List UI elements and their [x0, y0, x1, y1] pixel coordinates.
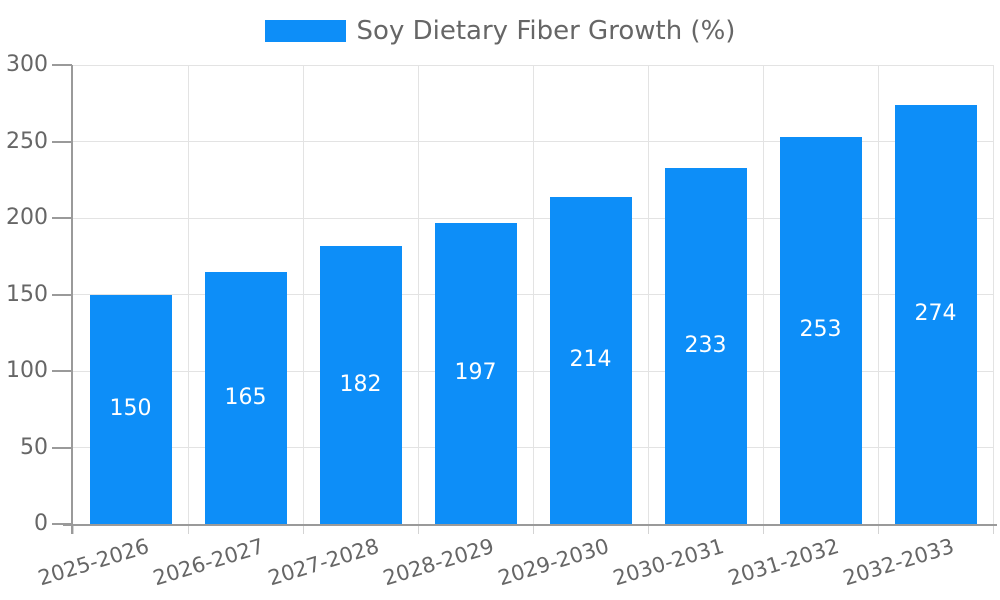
y-tick-label: 200: [6, 205, 48, 230]
bar: [89, 294, 172, 524]
y-axis-tick: [52, 140, 72, 143]
y-axis-tick: [52, 523, 72, 525]
x-tick-label: 2027-2028: [265, 533, 382, 591]
bar-value-label: 214: [569, 347, 612, 373]
bar-value-label: 253: [799, 317, 842, 343]
x-axis-tick: [72, 524, 74, 534]
x-axis-tick: [762, 524, 764, 534]
bar: [434, 222, 517, 524]
x-tick-label: 2026-2027: [150, 533, 267, 591]
bar: [204, 271, 287, 524]
y-tick-label: 250: [6, 128, 48, 154]
y-tick-label: 150: [6, 281, 48, 307]
bar-value-label: 197: [454, 360, 497, 386]
y-tick-label: 50: [20, 434, 48, 460]
y-tick-label: 0: [34, 511, 48, 536]
x-axis-tick: [532, 524, 534, 534]
bar: [779, 136, 862, 524]
x-tick-label: 2031-2032: [725, 533, 842, 591]
y-tick-label: 100: [6, 358, 48, 383]
x-axis-tick: [647, 524, 649, 534]
x-tick-label: 2028-2029: [380, 533, 497, 591]
gridline-vertical: [762, 65, 764, 524]
x-tick-label: 2029-2030: [495, 533, 612, 591]
bar-value-label: 150: [109, 396, 152, 422]
bar: [894, 104, 977, 524]
x-axis-line: [63, 524, 997, 526]
y-axis-line: [71, 65, 73, 534]
gridline-vertical: [877, 65, 879, 524]
y-tick-label: 300: [6, 52, 48, 77]
x-axis-tick: [302, 524, 304, 534]
gridline-vertical: [647, 65, 649, 524]
y-axis-tick: [52, 64, 72, 66]
bar: [549, 196, 632, 524]
x-axis-tick: [877, 524, 879, 534]
bar: [319, 245, 402, 524]
gridline-vertical: [417, 65, 419, 524]
x-tick-label: 2030-2031: [610, 533, 727, 591]
x-tick-label: 2032-2033: [840, 533, 957, 591]
bar-value-label: 274: [914, 301, 957, 327]
legend-item[interactable]: Soy Dietary Fiber Growth (%): [0, 15, 1000, 47]
legend-swatch: [264, 20, 346, 42]
y-axis-tick: [52, 217, 72, 219]
bar-value-label: 165: [224, 384, 267, 410]
gridline-vertical: [532, 65, 534, 524]
legend-label: Soy Dietary Fiber Growth (%): [356, 16, 736, 46]
gridline-vertical: [187, 65, 189, 524]
x-axis-tick: [187, 524, 189, 534]
bar-value-label: 182: [339, 371, 382, 397]
y-axis-tick: [52, 293, 72, 296]
bar-value-label: 233: [684, 332, 727, 358]
gridline-vertical: [992, 65, 994, 524]
x-tick-label: 2025-2026: [35, 533, 152, 591]
y-axis-tick: [52, 370, 72, 372]
y-axis-tick: [52, 446, 72, 449]
x-axis-tick: [992, 524, 994, 534]
x-axis-tick: [417, 524, 419, 534]
gridline-vertical: [302, 65, 304, 524]
bar: [664, 167, 747, 524]
